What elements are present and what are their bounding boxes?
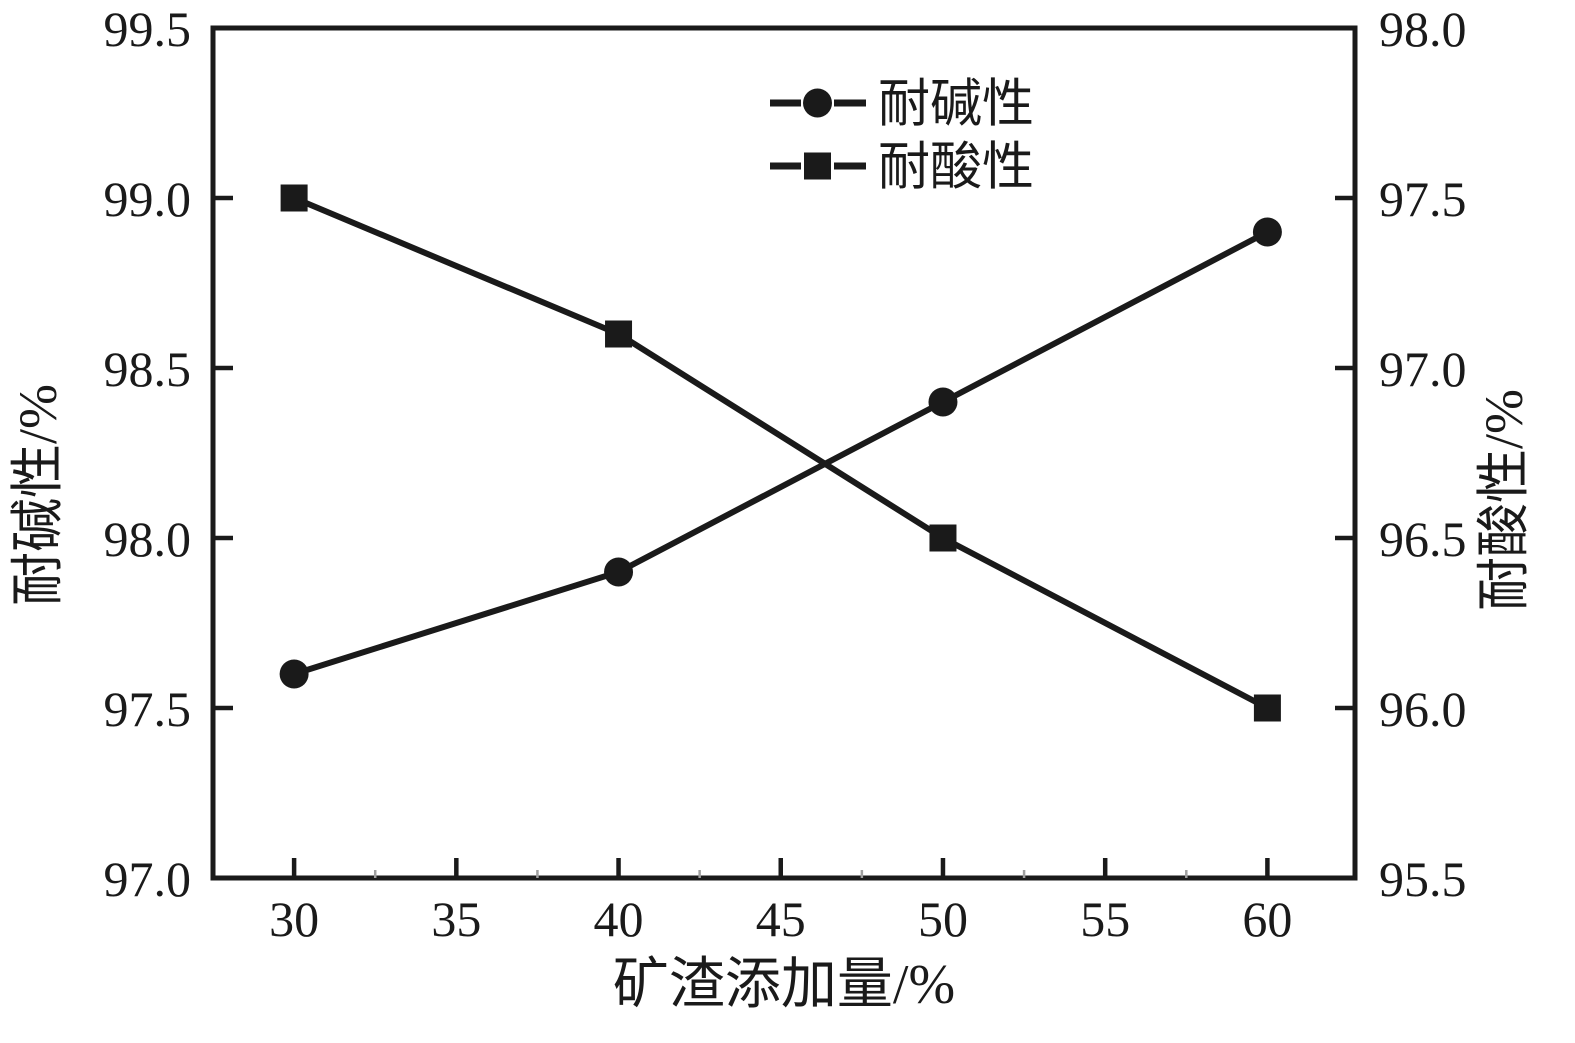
x-axis-minor-ticks xyxy=(373,870,1188,878)
y-right-tick-label: 97.5 xyxy=(1379,171,1467,227)
x-tick-label: 35 xyxy=(431,891,481,947)
legend-label-acid: 耐酸性 xyxy=(878,140,1034,197)
x-tick-label: 50 xyxy=(918,891,968,947)
x-tick-label: 55 xyxy=(1080,891,1130,947)
x-tick-label: 60 xyxy=(1242,891,1292,947)
x-tick-label: 45 xyxy=(756,891,806,947)
y-left-tick-label: 99.0 xyxy=(104,171,192,227)
legend-square-marker-icon xyxy=(804,152,831,180)
legend-circle-marker-icon xyxy=(803,88,832,118)
series-line xyxy=(291,195,1271,711)
y-left-tick-label: 99.5 xyxy=(104,1,192,57)
y-left-axis-tick-labels: 97.0 97.5 98.0 98.5 99.0 99.5 xyxy=(104,1,192,907)
y-right-tick-label: 98.0 xyxy=(1379,1,1467,57)
data-point-circle xyxy=(928,387,958,417)
plot-border xyxy=(210,25,1358,881)
data-series-layer xyxy=(279,184,1282,722)
y-left-tick-label: 97.0 xyxy=(104,851,192,907)
x-tick-label: 40 xyxy=(594,891,644,947)
data-point-square xyxy=(605,320,633,348)
x-tick-label: 30 xyxy=(269,891,319,947)
y-right-tick-label: 96.5 xyxy=(1379,511,1467,567)
y-left-tick-label: 98.0 xyxy=(104,511,192,567)
legend-label-alkali: 耐碱性 xyxy=(878,77,1034,134)
data-point-square xyxy=(1253,694,1281,722)
y-left-tick-label: 98.5 xyxy=(104,341,192,397)
legend-item-alkali: 耐碱性 xyxy=(770,77,1034,134)
data-point-circle xyxy=(1252,217,1282,247)
legend-item-acid: 耐酸性 xyxy=(770,140,1034,197)
y-right-axis-ticks xyxy=(1335,25,1355,881)
y-right-axis-title: 耐酸性/% xyxy=(1474,389,1534,611)
series-alkali xyxy=(279,217,1282,689)
y-right-tick-label: 97.0 xyxy=(1379,341,1467,397)
data-point-circle xyxy=(279,659,309,689)
x-axis-title: 矿渣添加量/% xyxy=(613,954,955,1016)
y-left-tick-label: 97.5 xyxy=(104,681,192,737)
legend: 耐碱性 耐酸性 xyxy=(770,77,1034,197)
x-axis-tick-labels: 30 35 40 45 50 55 60 xyxy=(269,891,1292,947)
series-line xyxy=(291,229,1271,677)
x-axis-ticks xyxy=(291,858,1270,878)
y-left-axis-ticks xyxy=(213,25,233,881)
y-left-axis-title: 耐碱性/% xyxy=(8,384,68,606)
series-acid xyxy=(280,184,1281,722)
data-point-circle xyxy=(604,557,634,587)
data-point-square xyxy=(280,184,308,212)
y-right-axis-tick-labels: 95.5 96.0 96.5 97.0 97.5 98.0 xyxy=(1379,1,1467,907)
y-right-tick-label: 95.5 xyxy=(1379,851,1467,907)
data-point-square xyxy=(929,524,957,552)
y-right-tick-label: 96.0 xyxy=(1379,681,1467,737)
